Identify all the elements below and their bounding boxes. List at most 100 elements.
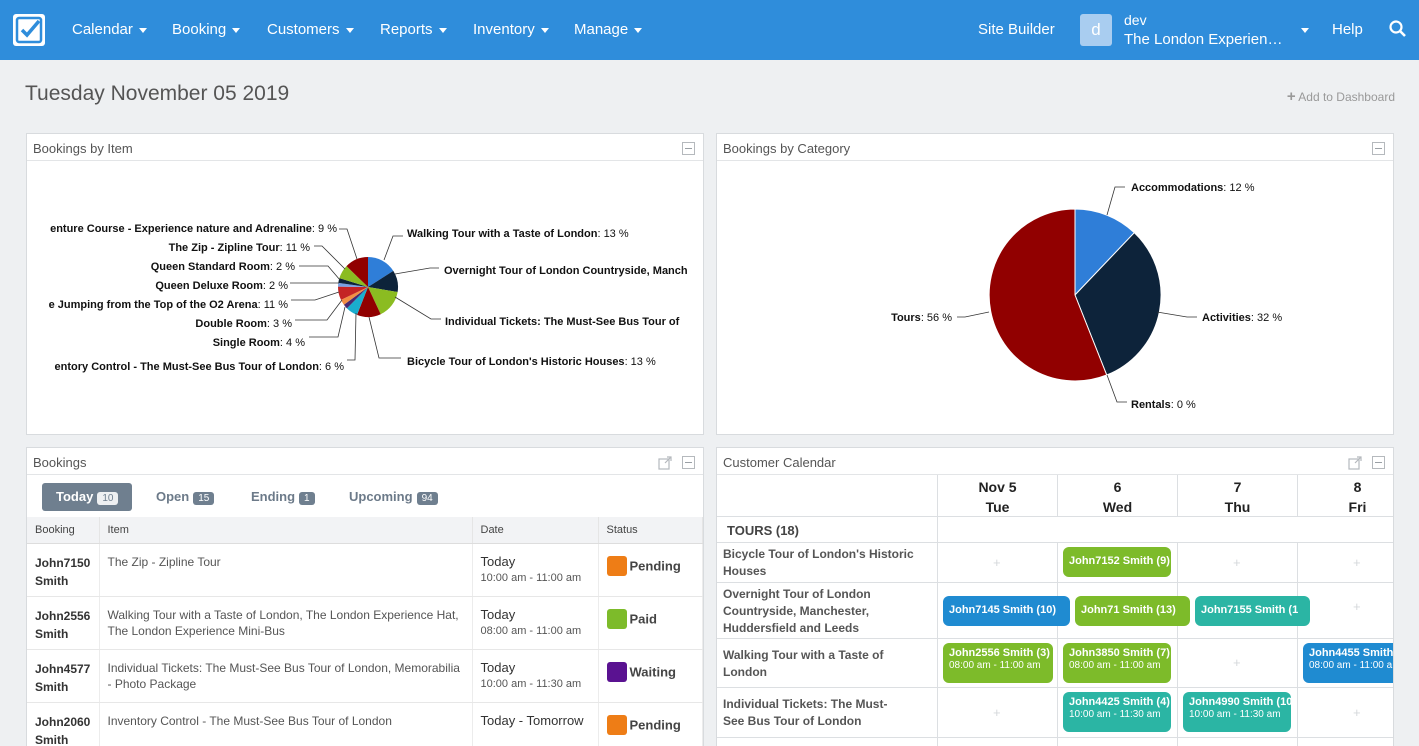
label-tours: Tours: 56 % (891, 312, 952, 324)
booking-id[interactable]: John2556 Smith (27, 596, 100, 650)
add-event-plus-icon[interactable]: + (1353, 555, 1361, 570)
booking-event[interactable]: John4990 Smith (10 10:00 am - 11:30 am (1183, 692, 1291, 732)
booking-event[interactable]: John7152 Smith (9) (1063, 547, 1171, 577)
panel-header: Bookings (27, 448, 703, 475)
table-row[interactable]: John4577 Smith Individual Tickets: The Mu… (27, 649, 703, 703)
booking-event[interactable]: John71 Smith (13) (1075, 596, 1190, 626)
booking-event[interactable]: John2556 Smith (3) 08:00 am - 11:00 am (943, 643, 1053, 683)
calendar-row-label[interactable]: Walking Tour with a Taste of London (723, 648, 884, 679)
table-row[interactable]: John2556 Smith Walking Tour with a Taste … (27, 596, 703, 650)
slice-walking-tour[interactable] (368, 257, 394, 287)
user-company[interactable]: The London Experienc... (1124, 31, 1286, 48)
booking-status: Pending (598, 702, 703, 746)
user-name[interactable]: dev (1124, 12, 1147, 28)
minimize-icon[interactable] (1372, 142, 1385, 155)
slice-queen-deluxe[interactable] (338, 282, 368, 287)
avatar[interactable]: d (1080, 14, 1112, 46)
booking-event[interactable]: John3850 Smith (7) 08:00 am - 11:00 am (1063, 643, 1171, 683)
slice-overnight-tour[interactable] (368, 270, 399, 292)
slice-single-room[interactable] (343, 287, 368, 309)
booking-event[interactable]: John7145 Smith (10) (943, 596, 1070, 626)
nav-manage[interactable]: Manage (574, 21, 643, 38)
slice-o2-arena[interactable] (337, 286, 368, 300)
app-logo-icon[interactable] (13, 14, 45, 46)
booking-id[interactable]: John2060 Smith (27, 702, 100, 746)
minimize-icon[interactable] (682, 456, 695, 469)
leader-lines (957, 186, 1197, 403)
panel-header: Bookings by Category (717, 134, 1393, 161)
minimize-icon[interactable] (682, 142, 695, 155)
day-header[interactable]: 7 Thu (1224, 479, 1251, 515)
status-swatch (606, 661, 627, 682)
grid-line (717, 687, 1393, 688)
table-row[interactable]: John2060 Smith Inventory Control - The Mu… (27, 702, 703, 746)
count-badge: 15 (193, 492, 215, 505)
external-link-icon[interactable] (658, 456, 672, 470)
bookings-panel: Bookings Today 10 Open 15 Ending 1 Upcoming… (26, 447, 704, 746)
slice-accommodations[interactable] (1074, 208, 1136, 297)
column-header[interactable]: Item (99, 517, 473, 544)
search-icon[interactable] (1389, 20, 1407, 41)
booking-date: Today 08:00 am - 11:00 am (472, 596, 599, 650)
bookings-by-category-pie-chart: Accommodations: 12 % Activities: 32 % Re… (891, 182, 1282, 411)
add-event-plus-icon[interactable]: + (993, 555, 1001, 570)
add-event-plus-icon[interactable]: + (1353, 705, 1361, 720)
grid-line (717, 516, 1393, 517)
slice-double-room[interactable] (341, 287, 368, 305)
add-to-dashboard-link[interactable]: + Add to Dashboard (1286, 88, 1395, 105)
calendar-row-label[interactable]: Individual Tickets: The Must-See Bus Tou… (723, 697, 888, 728)
booking-event[interactable]: John7155 Smith (1 (1195, 596, 1310, 626)
column-header[interactable]: Booking (27, 517, 100, 544)
nav-help[interactable]: Help (1332, 21, 1363, 38)
slice-zipline[interactable] (339, 266, 368, 287)
slice-individual-tickets[interactable] (368, 287, 398, 315)
tab-upcoming[interactable]: Upcoming 94 (335, 483, 452, 511)
column-header[interactable]: Date (472, 517, 599, 544)
user-menu-chevron-icon[interactable] (1301, 28, 1309, 33)
add-event-plus-icon[interactable]: + (1353, 599, 1361, 614)
panel-header: Bookings by Item (27, 134, 703, 161)
nav-inventory[interactable]: Inventory (473, 21, 549, 38)
nav-site-builder[interactable]: Site Builder (978, 21, 1055, 38)
calendar-row-label[interactable]: Overnight Tour of London Countryside, Ma… (723, 587, 871, 635)
nav-calendar[interactable]: Calendar (72, 21, 147, 38)
slice-queen-standard[interactable] (338, 278, 368, 287)
add-event-plus-icon[interactable]: + (993, 705, 1001, 720)
booking-event[interactable]: John4455 Smith 08:00 am - 11:00 a (1303, 643, 1393, 683)
grid-line (1057, 542, 1058, 746)
day-header[interactable]: 6 Wed (1102, 479, 1133, 515)
nav-customers[interactable]: Customers (267, 21, 354, 38)
tab-open[interactable]: Open 15 (142, 483, 228, 511)
day-header[interactable]: 8 Fri (1348, 479, 1367, 515)
grid-line (717, 542, 1393, 543)
table-row[interactable]: John7150 Smith The Zip - Zipline Tour Tod… (27, 543, 703, 597)
slice-bicycle-tour[interactable] (357, 287, 381, 318)
label-activities: Activities: 32 % (1202, 312, 1282, 324)
tab-today[interactable]: Today 10 (42, 483, 133, 511)
external-link-icon[interactable] (1348, 456, 1362, 470)
slice-tours[interactable] (988, 208, 1108, 382)
slice-activities[interactable] (1074, 231, 1162, 376)
nav-reports[interactable]: Reports (380, 21, 447, 38)
booking-status: Waiting (598, 649, 703, 703)
panel-title: Customer Calendar (723, 455, 836, 470)
day-header[interactable]: Nov 5 Tue (978, 479, 1017, 515)
slice-adventure-course[interactable] (346, 257, 369, 287)
booking-id[interactable]: John7150 Smith (27, 543, 100, 597)
booking-event[interactable]: John4425 Smith (4) 10:00 am - 11:30 am (1063, 692, 1171, 732)
grid-line (937, 475, 938, 746)
calendar-row-label[interactable]: Bicycle Tour of London's Historic Houses (723, 547, 914, 578)
column-header[interactable]: Status (598, 517, 703, 544)
booking-id[interactable]: John4577 Smith (27, 649, 100, 703)
nav-booking[interactable]: Booking (172, 21, 241, 38)
minimize-icon[interactable] (1372, 456, 1385, 469)
leader-lines (290, 228, 441, 361)
bookings-table: Booking Item Date Status John7150 Smith T… (27, 517, 703, 746)
label-double-room: Double Room: 3 % (195, 318, 292, 330)
add-event-plus-icon[interactable]: + (1233, 555, 1241, 570)
add-event-plus-icon[interactable]: + (1233, 655, 1241, 670)
tab-ending[interactable]: Ending 1 (237, 483, 329, 511)
slice-inventory-control[interactable] (346, 287, 368, 315)
label-adventure-course: enture Course - Experience nature and Ad… (50, 223, 337, 235)
label-queen-deluxe: Queen Deluxe Room: 2 % (155, 280, 288, 292)
